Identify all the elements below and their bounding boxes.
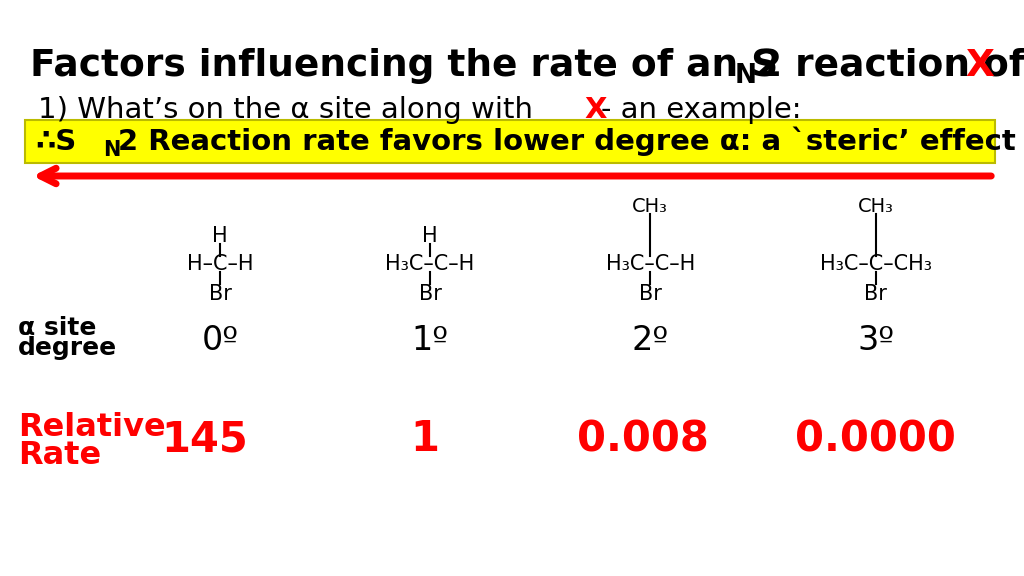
Text: - an example:: - an example:	[601, 96, 802, 124]
Text: 1) What’s on the α site along with: 1) What’s on the α site along with	[38, 96, 543, 124]
Text: X: X	[584, 96, 606, 124]
Text: Br: Br	[864, 284, 887, 304]
Text: H₃C–C–H: H₃C–C–H	[605, 254, 695, 274]
Text: N: N	[735, 63, 757, 89]
Text: 0.008: 0.008	[578, 418, 709, 460]
Text: Rate: Rate	[18, 441, 101, 472]
Text: N: N	[103, 139, 121, 160]
Text: 2 Reaction rate favors lower degree α: a `steric’ effect: 2 Reaction rate favors lower degree α: a…	[118, 127, 1016, 156]
Text: CH₃: CH₃	[857, 196, 894, 215]
Text: H: H	[422, 226, 438, 246]
Text: 0º: 0º	[202, 324, 239, 357]
Text: 145: 145	[162, 418, 248, 460]
Text: 2º: 2º	[632, 324, 669, 357]
Text: Br: Br	[639, 284, 662, 304]
Text: 1: 1	[411, 418, 439, 460]
Text: Br: Br	[419, 284, 441, 304]
Text: X: X	[965, 48, 994, 84]
Text: degree: degree	[18, 336, 117, 360]
Text: Br: Br	[209, 284, 231, 304]
Text: 0.0000: 0.0000	[795, 418, 956, 460]
Text: CH₃: CH₃	[632, 196, 669, 215]
Text: Factors influencing the rate of an S: Factors influencing the rate of an S	[30, 48, 778, 84]
Text: 2 reaction of R: 2 reaction of R	[756, 48, 1024, 84]
Text: Relative: Relative	[18, 412, 166, 444]
Text: H: H	[212, 226, 228, 246]
Text: H₃C–C–CH₃: H₃C–C–CH₃	[819, 254, 932, 274]
Text: H–C–H: H–C–H	[187, 254, 253, 274]
Bar	[25, 120, 995, 163]
Text: α site: α site	[18, 316, 96, 340]
Text: ∴S: ∴S	[35, 127, 76, 156]
Text: H₃C–C–H: H₃C–C–H	[385, 254, 475, 274]
Text: 1º: 1º	[412, 324, 449, 357]
Text: 3º: 3º	[857, 324, 894, 357]
